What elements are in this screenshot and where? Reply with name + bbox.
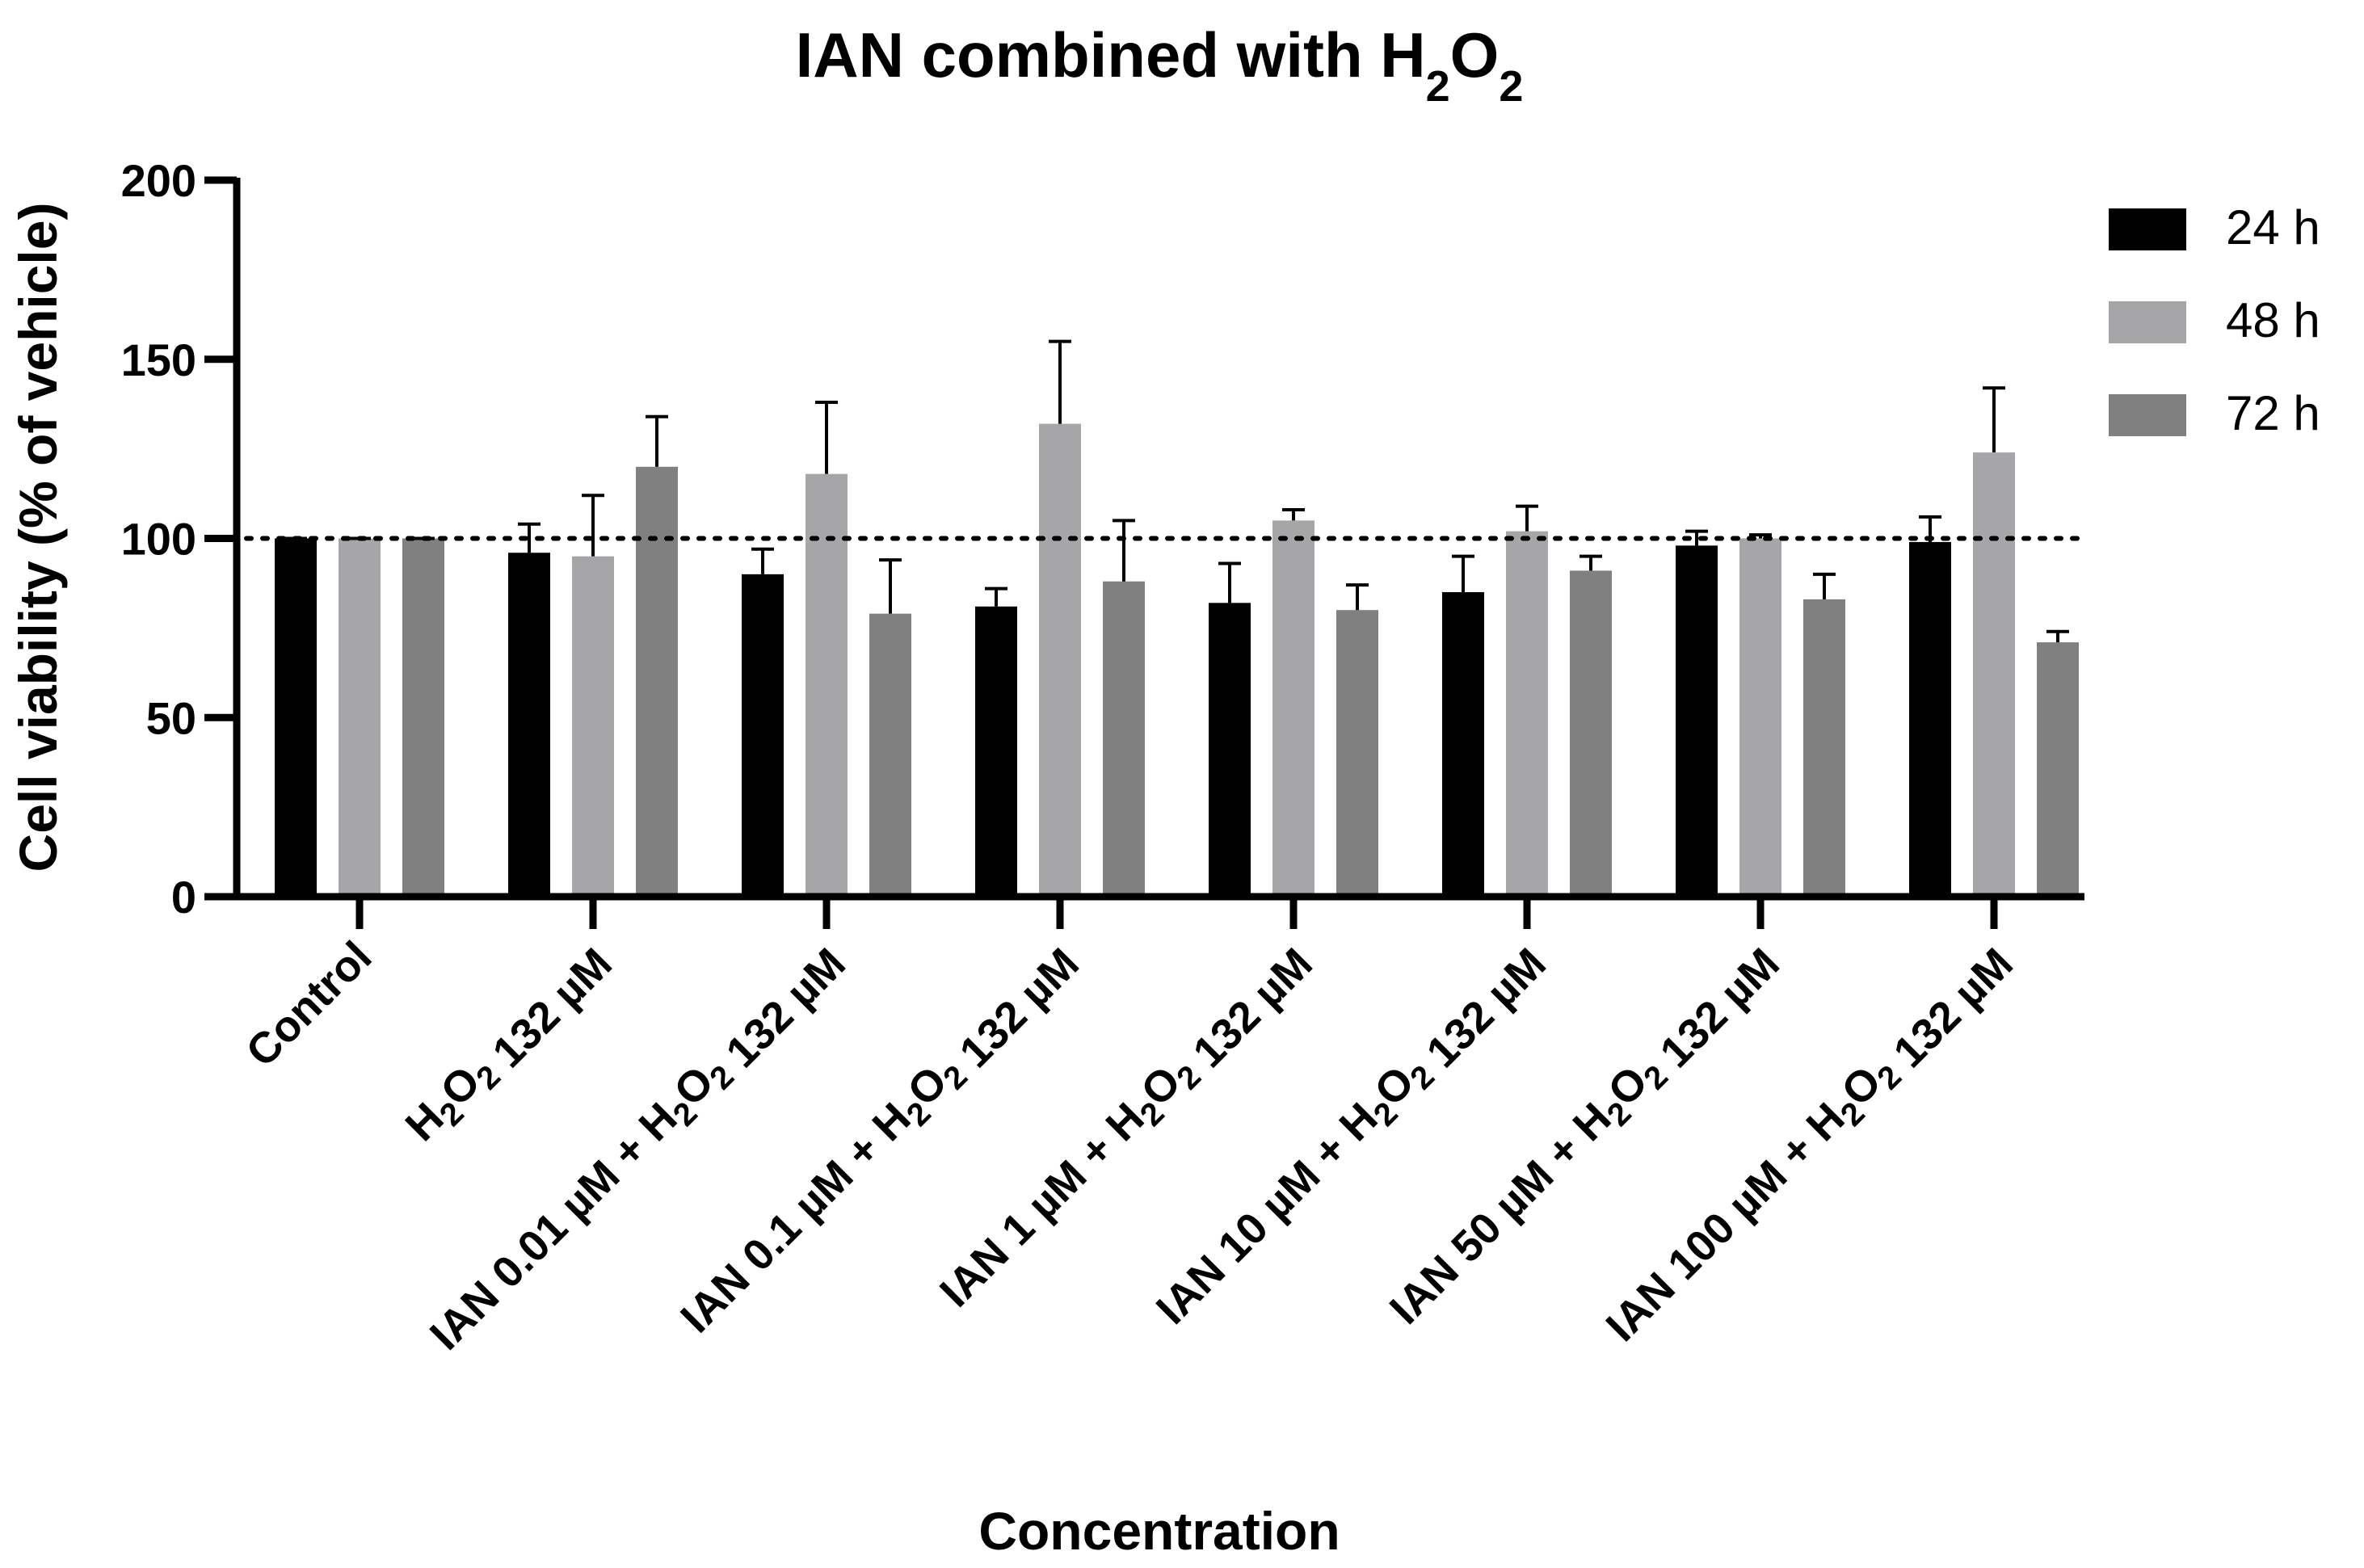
- x-category-label-4: IAN 1 µM + H2O2 132 µM: [931, 932, 1322, 1323]
- x-category-label-1: H2O2 132 µM: [397, 932, 621, 1157]
- x-category-label-7: IAN 100 µM + H2O2 132 µM: [1597, 932, 2022, 1357]
- x-category-label-2: IAN 0.01 µM + H2O2 132 µM: [421, 932, 855, 1366]
- bar-48h-6: [1739, 538, 1781, 897]
- y-tick-label-100: 100: [121, 514, 196, 565]
- x-category-label-3: IAN 0.1 µM + H2O2 132 µM: [671, 932, 1088, 1349]
- legend-label-24h: 24 h: [2226, 200, 2320, 254]
- bar-72h-4: [1336, 610, 1378, 897]
- y-tick-label-150: 150: [121, 334, 196, 385]
- chart-title: IAN combined with H2O2: [796, 19, 1524, 111]
- bar-24h-3: [975, 606, 1017, 897]
- legend-label-72h: 72 h: [2226, 386, 2320, 440]
- bar-24h-4: [1209, 603, 1251, 897]
- x-category-label-5: IAN 10 µM + H2O2 132 µM: [1147, 932, 1555, 1340]
- x-category-label-6: IAN 50 µM + H2O2 132 µM: [1381, 932, 1789, 1340]
- bar-48h-7: [1973, 452, 2015, 897]
- y-tick-label-50: 50: [146, 692, 196, 743]
- bar-24h-6: [1676, 545, 1718, 897]
- bar-48h-4: [1272, 520, 1315, 897]
- bar-72h-2: [869, 613, 911, 897]
- bar-24h-2: [742, 574, 784, 897]
- bar-48h-2: [806, 473, 848, 897]
- bar-72h-3: [1103, 581, 1145, 897]
- y-tick-label-200: 200: [121, 155, 196, 206]
- bar-24h-1: [508, 553, 550, 897]
- bar-72h-7: [2037, 642, 2079, 897]
- bar-72h-1: [636, 466, 678, 897]
- bar-72h-5: [1570, 570, 1612, 897]
- y-axis-label: Cell viability (% of vehicle): [8, 203, 68, 872]
- bar-48h-0: [339, 538, 381, 897]
- bar-48h-1: [572, 556, 614, 897]
- bar-48h-3: [1039, 423, 1081, 897]
- x-category-label-0: Control: [237, 932, 381, 1076]
- bar-24h-5: [1442, 592, 1484, 897]
- bar-72h-6: [1803, 599, 1845, 897]
- legend: 24 h 48 h 72 h: [2109, 200, 2320, 440]
- legend-swatch-72h: [2109, 394, 2186, 436]
- y-tick-label-0: 0: [171, 872, 196, 923]
- bar-48h-5: [1506, 531, 1548, 897]
- legend-label-48h: 48 h: [2226, 293, 2320, 347]
- legend-swatch-48h: [2109, 301, 2186, 343]
- bar-24h-7: [1909, 541, 1951, 897]
- legend-swatch-24h: [2109, 208, 2186, 250]
- bar-72h-0: [402, 538, 444, 897]
- bar-24h-0: [275, 538, 317, 897]
- x-axis-label: Concentration: [978, 1501, 1340, 1561]
